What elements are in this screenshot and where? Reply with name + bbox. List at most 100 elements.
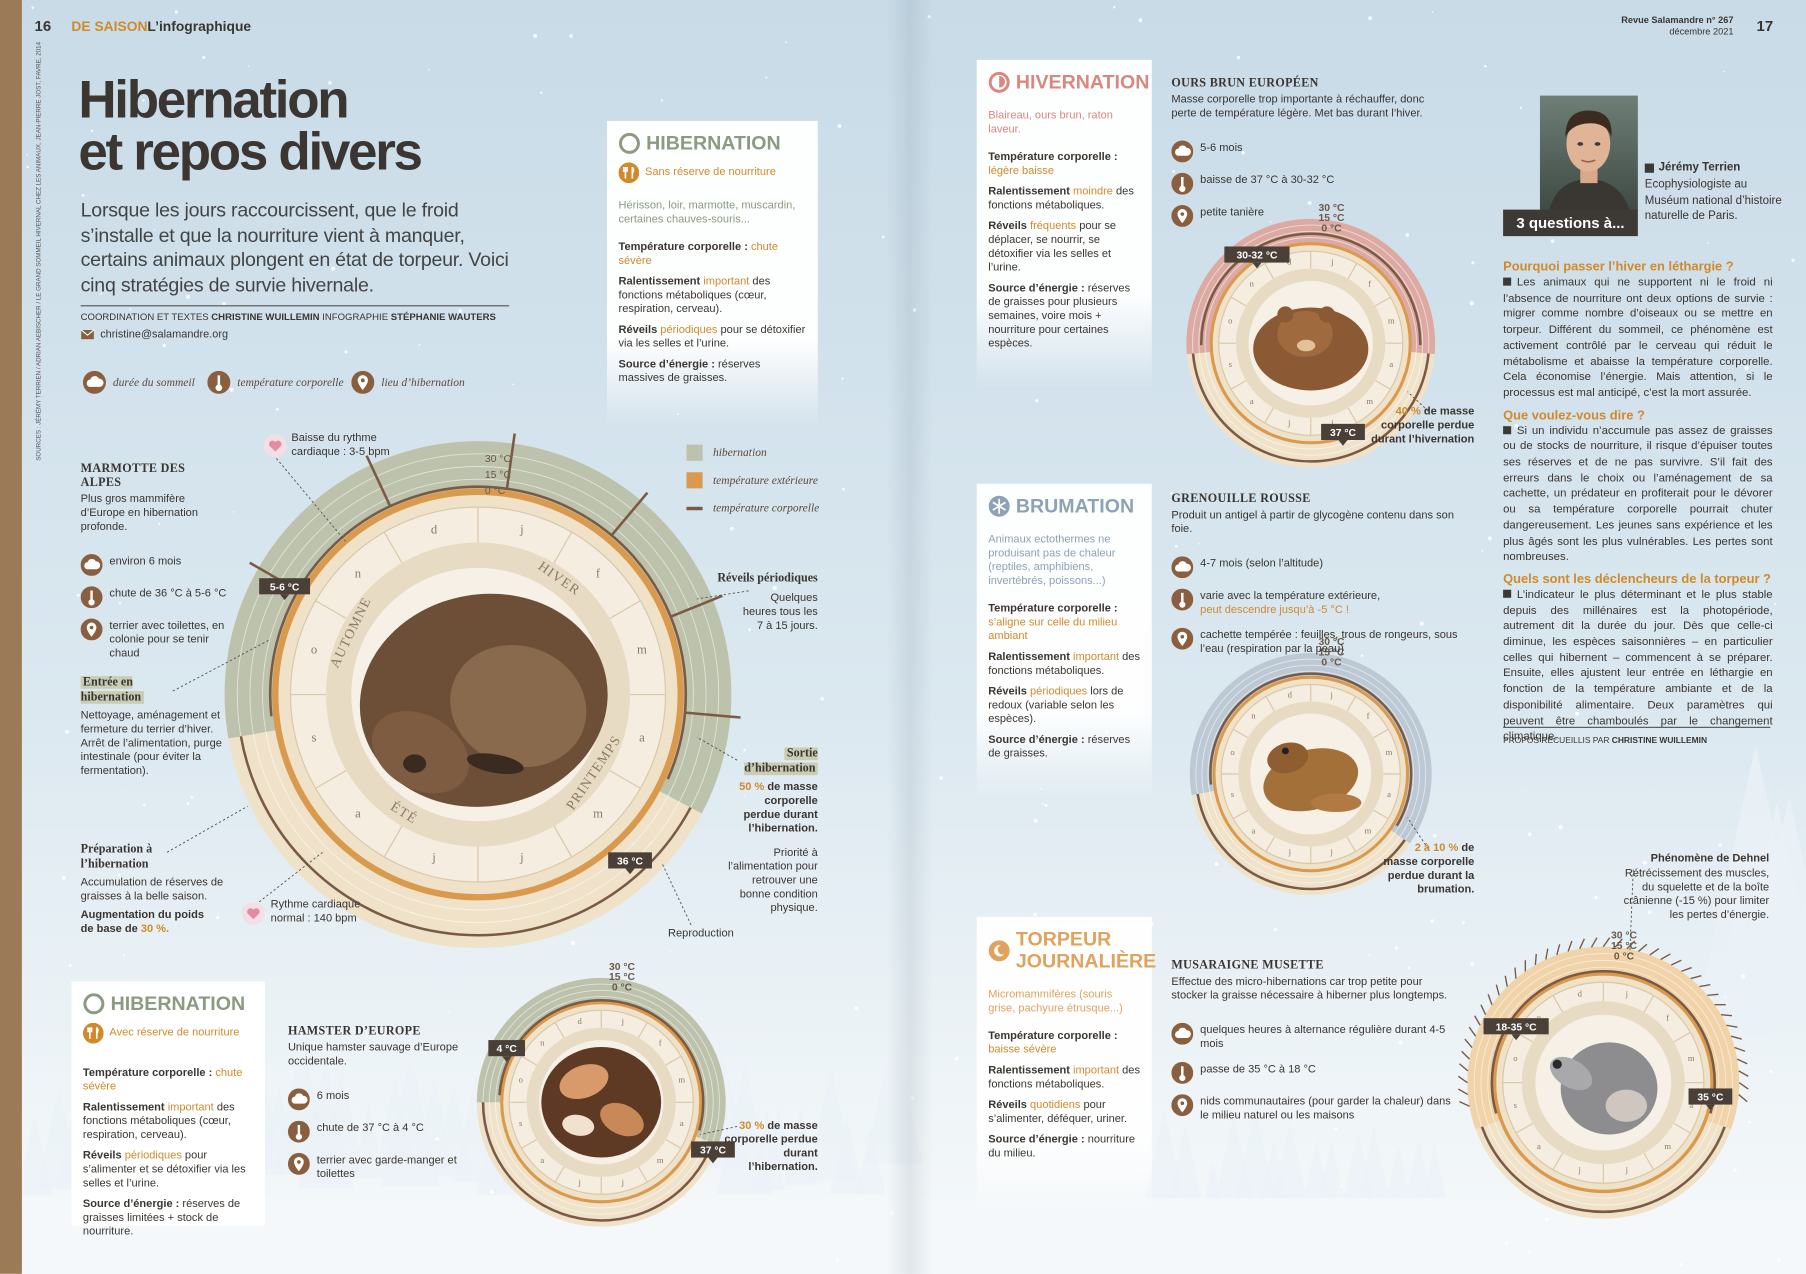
snowflake bbox=[129, 308, 132, 311]
snowflake bbox=[311, 263, 314, 266]
flag-label: 37 °C bbox=[700, 1146, 727, 1157]
field-text: nourriture du milieu. bbox=[988, 1133, 1136, 1160]
month-label: s bbox=[312, 730, 317, 744]
annotation-text: Rétrécissement des muscles, du squelette… bbox=[1623, 867, 1770, 922]
dehnel-zigzag bbox=[1699, 983, 1711, 988]
annotation-tag: Sortie d’hibernation bbox=[744, 747, 818, 775]
annotation-title: Sortie d’hibernation bbox=[689, 747, 818, 777]
animal-shape bbox=[541, 1046, 662, 1158]
icon-glyph bbox=[1175, 1027, 1191, 1038]
temperature-flag bbox=[259, 578, 311, 595]
snowflake bbox=[81, 193, 85, 197]
dehnel-zigzag bbox=[1534, 953, 1537, 966]
expert-name: Jérémy Terrien bbox=[1658, 161, 1741, 174]
month-label: a bbox=[1389, 359, 1393, 369]
snowflake bbox=[64, 729, 69, 734]
field-highlight: périodiques bbox=[124, 1149, 182, 1163]
month-divider bbox=[665, 1139, 682, 1149]
interview-badge: 3 questions à... bbox=[1503, 209, 1638, 237]
fact-text: 6 mois bbox=[317, 1088, 350, 1103]
snowflake bbox=[1340, 1185, 1343, 1188]
snowflake bbox=[1505, 1241, 1509, 1245]
leader-line bbox=[696, 736, 738, 761]
snowflake bbox=[61, 875, 66, 880]
month-label: a bbox=[1252, 825, 1256, 835]
icon-svg bbox=[988, 939, 1010, 961]
snowflake bbox=[1407, 966, 1411, 970]
field-label: Source d’énergie : bbox=[988, 282, 1085, 295]
temperature-guide bbox=[488, 989, 714, 1215]
snowflake bbox=[540, 91, 543, 94]
dehnel-zigzag bbox=[1660, 953, 1671, 961]
main-title: Hibernation et repos divers bbox=[78, 73, 423, 181]
species-name: HAMSTER D’EUROPE bbox=[287, 1025, 421, 1038]
field-text: réserves de graisses pour plusieurs sema… bbox=[988, 282, 1131, 351]
tree bbox=[1316, 1140, 1347, 1210]
expert-name-row: Jérémy Terrien bbox=[1644, 161, 1741, 174]
temperature-scale: 0 °C bbox=[485, 486, 506, 497]
field-label: Réveils bbox=[988, 685, 1027, 698]
fact-text: environ 6 mois bbox=[109, 554, 181, 569]
fact-label: terrier avec toilettes, en colonie pour … bbox=[109, 619, 225, 660]
snowflake bbox=[206, 215, 209, 218]
animal-shape bbox=[562, 1114, 595, 1136]
temperature-scale: 30 °C bbox=[609, 962, 636, 973]
month-label: j bbox=[1330, 846, 1333, 856]
species-fact: terrier avec toilettes, en colonie pour … bbox=[80, 618, 228, 662]
dehnel-zigzag bbox=[1720, 1014, 1733, 1017]
fact-label: chute de 36 °C à 5-6 °C bbox=[109, 587, 227, 601]
tree bbox=[783, 1108, 818, 1185]
month-divider bbox=[665, 1055, 682, 1066]
title-line: et repos divers bbox=[78, 120, 423, 181]
icon-glyph bbox=[1179, 177, 1186, 192]
field-label: Source d’énergie : bbox=[988, 1133, 1085, 1147]
body-temperature bbox=[1200, 232, 1422, 346]
snowflake bbox=[927, 15, 931, 19]
body-temperature bbox=[1191, 353, 1430, 463]
field-label: Ralentissement bbox=[988, 1064, 1070, 1077]
month-label: a bbox=[1250, 396, 1254, 406]
month-label: a bbox=[1537, 1141, 1541, 1151]
dehnel-zigzag bbox=[1626, 940, 1636, 950]
species-name: GRENOUILLE ROUSSE bbox=[1171, 492, 1311, 506]
fact-highlight: peut descendre jusqu’à -5 °C ! bbox=[1200, 603, 1349, 617]
snowflake bbox=[122, 954, 126, 957]
heart-rate-note: Baisse du rythme cardiaque : 3-5 bpm bbox=[291, 431, 390, 459]
strategy-field: Réveils quotidiens pour s’alimenter, déf… bbox=[988, 1099, 1140, 1127]
hibernation-arc bbox=[1467, 946, 1740, 1130]
snowflake bbox=[1647, 910, 1652, 915]
icon-svg bbox=[207, 370, 231, 394]
icon-glyph bbox=[1175, 145, 1191, 156]
temperature-scale: 15 °C bbox=[1318, 647, 1345, 658]
field-highlight: s’aligne sur celle du milieu ambiant bbox=[988, 616, 1118, 643]
species-fact: 6 mois bbox=[287, 1088, 461, 1111]
icon-glyph bbox=[86, 622, 97, 637]
icon-svg bbox=[1171, 205, 1194, 227]
leader-line bbox=[1407, 817, 1429, 850]
month-label: a bbox=[1689, 1100, 1693, 1110]
species-name: MARMOTTE DES ALPES bbox=[80, 463, 186, 490]
field-highlight: baisse sévère bbox=[988, 1043, 1057, 1057]
strategy-field: Température corporelle : baisse sévère bbox=[988, 1030, 1140, 1058]
month-label: m bbox=[1664, 1141, 1671, 1151]
month-divider bbox=[1347, 263, 1358, 279]
icon-glyph bbox=[294, 1156, 304, 1172]
strategy-field: Source d’énergie : nourriture du milieu. bbox=[988, 1133, 1140, 1161]
dehnel-zigzag bbox=[1457, 1088, 1469, 1096]
month-label: f bbox=[1666, 1012, 1669, 1022]
field-text: des fonctions métaboliques. bbox=[988, 1064, 1140, 1091]
animal-shape bbox=[1277, 310, 1333, 358]
flag-label: 5-6 °C bbox=[270, 582, 300, 593]
icon bbox=[1171, 556, 1194, 579]
dehnel-zigzag bbox=[1514, 967, 1517, 979]
snowflake bbox=[660, 99, 664, 102]
field-label: Réveils bbox=[82, 1149, 122, 1163]
month-divider bbox=[315, 600, 347, 620]
snowflake bbox=[955, 1056, 959, 1061]
temperature-scale: 0 °C bbox=[1321, 224, 1342, 235]
animal-shape bbox=[600, 1102, 644, 1137]
snowflake bbox=[100, 292, 103, 295]
strategy-icon bbox=[988, 939, 1010, 961]
species-description: Masse corporelle trop importante à récha… bbox=[1171, 93, 1425, 120]
strategy-field: Ralentissement moindre des fonctions mét… bbox=[988, 185, 1140, 213]
